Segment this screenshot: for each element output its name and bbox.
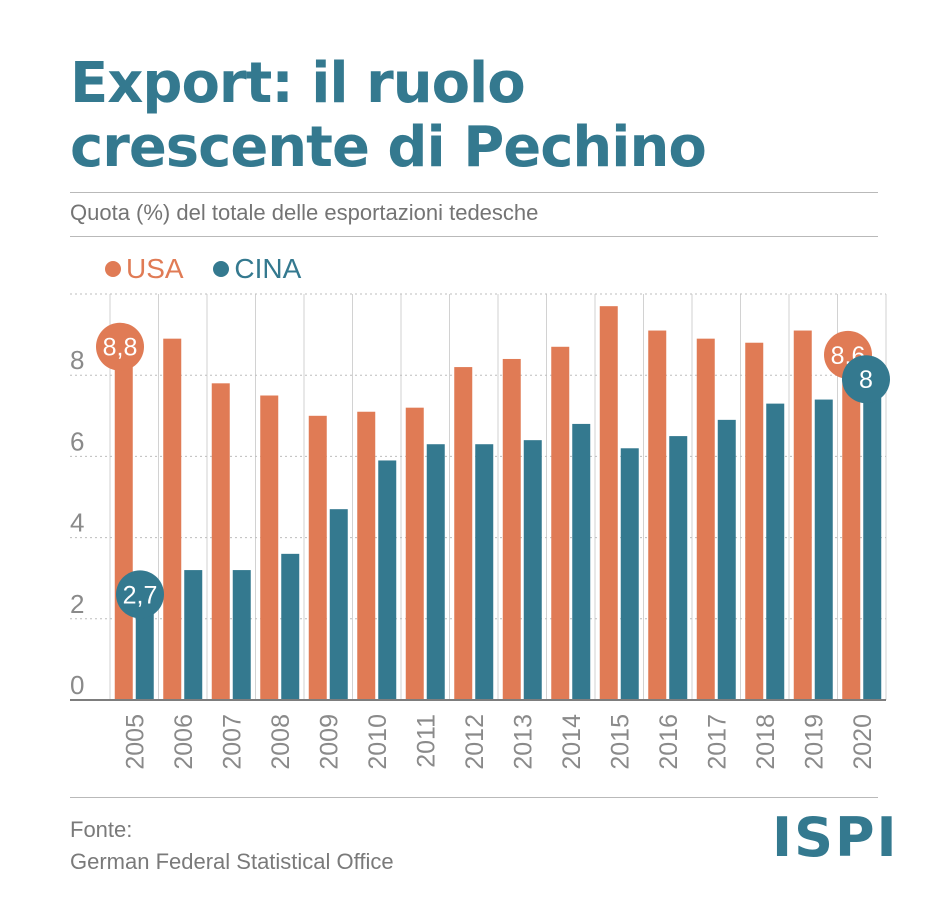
x-tick-label: 2009 bbox=[315, 714, 343, 770]
bar-cina-2008 bbox=[281, 553, 300, 700]
x-tick-label: 2007 bbox=[218, 714, 246, 770]
ispi-logo: ISPI bbox=[772, 806, 899, 869]
legend-item-usa: USA bbox=[105, 253, 184, 285]
bar-usa-2010 bbox=[357, 411, 376, 700]
title-line-2: crescente di Pechino bbox=[70, 115, 707, 180]
bar-usa-2012 bbox=[454, 367, 473, 700]
x-tick-label: 2015 bbox=[606, 714, 634, 770]
bar-usa-2006 bbox=[163, 338, 182, 700]
y-tick-label: 6 bbox=[70, 426, 84, 456]
bar-cina-2016 bbox=[669, 436, 688, 700]
callout-bubble-cina bbox=[116, 570, 164, 619]
x-tick-label: 2010 bbox=[364, 714, 392, 770]
source-label: Fonte: bbox=[70, 817, 133, 842]
bar-cina-2013 bbox=[523, 440, 542, 700]
page-title: Export: il ruolo crescente di Pechino bbox=[70, 51, 707, 180]
bar-usa-2017 bbox=[696, 338, 715, 700]
bar-usa-2019 bbox=[793, 330, 812, 700]
bar-cina-2009 bbox=[329, 509, 348, 700]
bar-usa-2016 bbox=[648, 330, 667, 700]
x-tick-label: 2008 bbox=[267, 714, 295, 770]
bar-cina-2015 bbox=[620, 448, 639, 700]
x-tick-label: 2013 bbox=[509, 714, 537, 770]
bar-usa-2020 bbox=[842, 350, 861, 700]
bar-usa-2011 bbox=[405, 407, 424, 700]
bar-cina-2014 bbox=[572, 423, 591, 700]
bar-cina-2006 bbox=[184, 570, 203, 700]
chart-subtitle: Quota (%) del totale delle esportazioni … bbox=[70, 200, 539, 225]
source-text: German Federal Statistical Office bbox=[70, 849, 394, 874]
bar-usa-2007 bbox=[211, 383, 230, 700]
footer-divider bbox=[70, 797, 878, 798]
bar-usa-2015 bbox=[599, 306, 618, 700]
x-tick-label: 2016 bbox=[655, 714, 683, 770]
x-tick-label: 2017 bbox=[703, 714, 731, 770]
y-tick-label: 2 bbox=[70, 589, 84, 619]
callout-label-cina: 2,7 bbox=[123, 581, 158, 609]
bar-cina-2019 bbox=[814, 399, 833, 700]
source-note: Fonte: German Federal Statistical Office bbox=[70, 814, 394, 878]
bar-usa-2005 bbox=[114, 342, 133, 700]
bar-usa-2014 bbox=[551, 346, 570, 700]
title-line-1: Export: il ruolo bbox=[70, 51, 526, 116]
bar-cina-2010 bbox=[378, 460, 397, 700]
chart-legend: USA CINA bbox=[105, 253, 323, 285]
legend-dot-cina-icon bbox=[213, 260, 230, 277]
bar-cina-2012 bbox=[475, 444, 494, 700]
x-tick-label: 2014 bbox=[558, 714, 586, 770]
bar-cina-2017 bbox=[717, 419, 736, 700]
bar-cina-2007 bbox=[232, 570, 251, 700]
x-tick-label: 2005 bbox=[121, 714, 149, 770]
bar-usa-2013 bbox=[502, 358, 521, 700]
bar-usa-2018 bbox=[745, 342, 764, 700]
x-tick-label: 2018 bbox=[752, 714, 780, 770]
x-tick-label: 2011 bbox=[412, 714, 440, 768]
bar-cina-2018 bbox=[766, 403, 785, 700]
callout-bubble-cina bbox=[842, 355, 890, 404]
x-tick-label: 2020 bbox=[849, 714, 877, 770]
callout-bubble-usa bbox=[96, 322, 144, 371]
y-tick-label: 4 bbox=[70, 508, 84, 538]
legend-dot-usa-icon bbox=[105, 260, 121, 277]
top-divider bbox=[70, 192, 878, 193]
bar-cina-2011 bbox=[426, 444, 445, 700]
bar-usa-2009 bbox=[308, 415, 327, 700]
bar-cina-2020 bbox=[863, 375, 882, 700]
x-tick-label: 2012 bbox=[461, 714, 489, 770]
legend-label-cina: CINA bbox=[234, 253, 302, 284]
y-tick-label: 8 bbox=[70, 345, 84, 375]
x-tick-label: 2019 bbox=[800, 714, 828, 770]
y-tick-label: 0 bbox=[70, 670, 84, 700]
callout-label-cina: 8 bbox=[859, 366, 873, 394]
subtitle-divider bbox=[70, 236, 878, 237]
bar-usa-2008 bbox=[260, 395, 279, 700]
legend-label-usa: USA bbox=[126, 253, 184, 284]
callout-label-usa: 8,8 bbox=[103, 334, 138, 362]
legend-item-cina: CINA bbox=[213, 253, 301, 285]
x-tick-label: 2006 bbox=[170, 714, 198, 770]
